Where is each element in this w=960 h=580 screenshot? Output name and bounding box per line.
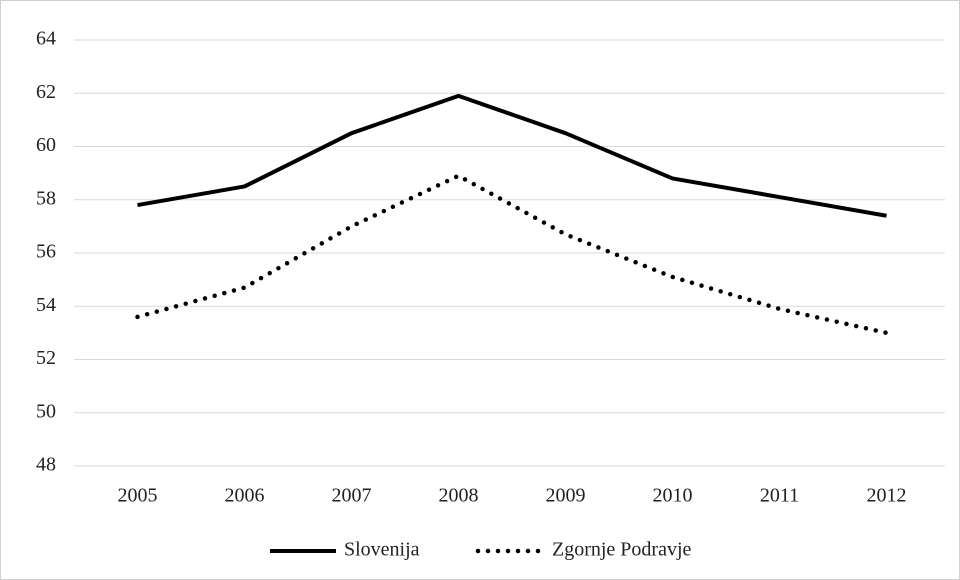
- y-tick-label: 54: [36, 294, 56, 316]
- x-tick-label: 2012: [867, 485, 907, 507]
- y-tick-label: 56: [36, 241, 56, 263]
- x-tick-label: 2005: [118, 485, 158, 507]
- y-tick-label: 50: [36, 400, 56, 422]
- x-tick-label: 2006: [225, 485, 265, 507]
- legend-label: Zgornje Podravje: [552, 539, 692, 561]
- x-tick-label: 2011: [760, 485, 799, 507]
- x-tick-label: 2009: [546, 485, 586, 507]
- legend-label: Slovenija: [344, 539, 420, 561]
- x-tick-label: 2008: [439, 485, 479, 507]
- series-line: [135, 173, 889, 336]
- y-tick-label: 62: [36, 81, 56, 103]
- y-tick-label: 58: [36, 187, 56, 209]
- y-tick-label: 64: [36, 28, 56, 50]
- y-tick-label: 60: [36, 134, 56, 156]
- y-tick-label: 52: [36, 347, 56, 369]
- series-line: [137, 93, 887, 218]
- x-tick-label: 2007: [332, 485, 372, 507]
- x-tick-label: 2010: [653, 485, 693, 507]
- y-tick-label: 48: [36, 454, 56, 476]
